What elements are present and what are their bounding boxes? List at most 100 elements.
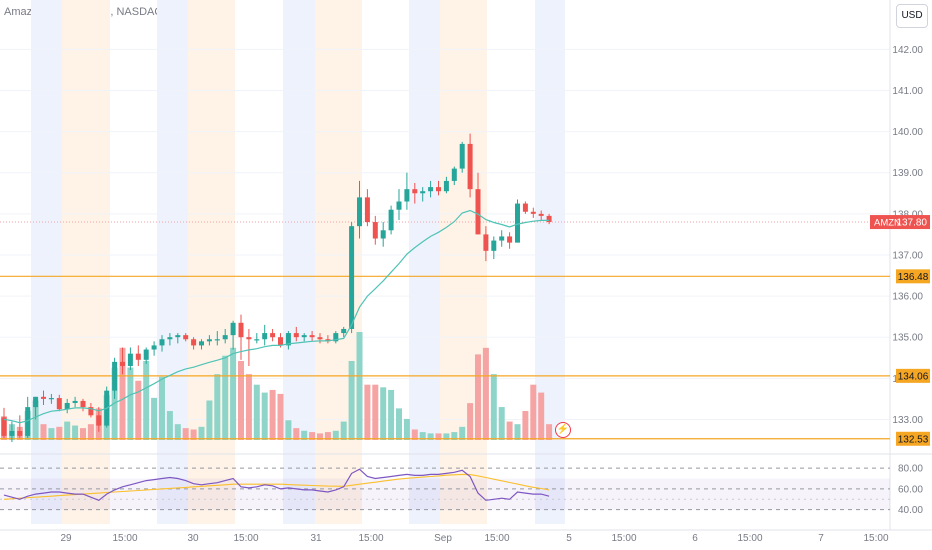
volume-bar <box>245 374 252 440</box>
volume-bar <box>546 424 553 440</box>
candle-body <box>475 189 481 235</box>
candle-body <box>112 361 118 391</box>
candle-body <box>159 339 165 346</box>
volume-bar <box>253 384 260 440</box>
session-band <box>31 0 62 524</box>
time-tick-label: Sep <box>434 533 452 544</box>
candle-body <box>412 189 418 194</box>
candle-body <box>222 335 228 340</box>
horizontal-levels <box>0 221 890 440</box>
candle-body <box>9 430 15 436</box>
candle-body <box>199 341 204 346</box>
volume-bar <box>222 355 229 440</box>
candle-body <box>325 339 331 342</box>
candle-body <box>17 430 23 436</box>
last-price-value: 137.80 <box>896 218 927 229</box>
level-price-tag <box>896 269 930 284</box>
volume-bar <box>435 433 442 440</box>
volume-bar <box>443 433 450 440</box>
time-tick-label: 7 <box>818 533 824 544</box>
time-tick-label: 30 <box>187 533 199 544</box>
volume-bar <box>411 429 418 440</box>
volume-bar <box>238 360 244 440</box>
volume-bar <box>332 430 339 440</box>
last-price-tag <box>870 215 930 230</box>
lightning-icon[interactable]: ⚡ <box>555 422 571 438</box>
last-price-symbol: AMZN <box>874 218 901 229</box>
currency-button[interactable]: USD <box>896 4 928 28</box>
volume-bar <box>356 332 363 440</box>
candle-body <box>357 197 362 227</box>
level-price-tag-label: 134.06 <box>898 371 929 382</box>
volume-bar <box>514 424 521 440</box>
session-band <box>315 0 362 524</box>
volume-bar <box>459 426 466 440</box>
candle-body <box>293 333 299 338</box>
price-tick-label: 140.00 <box>892 127 923 138</box>
candle-body <box>230 322 236 336</box>
price-tick-label: 141.00 <box>892 86 923 97</box>
time-tick-label: 15:00 <box>611 533 636 544</box>
candle-body <box>491 240 497 251</box>
volume-bar <box>317 433 323 440</box>
candle-body <box>546 215 552 223</box>
volume-bar <box>119 347 126 440</box>
volume-bar <box>143 360 150 440</box>
rsi-ma-line <box>3 473 550 500</box>
candle-body <box>333 333 339 342</box>
candle-body <box>451 168 457 181</box>
level-price-tag-label: 136.48 <box>898 272 929 283</box>
candle-body <box>349 226 355 329</box>
candle-body <box>135 353 141 360</box>
candle-body <box>254 339 260 341</box>
session-band <box>62 0 110 524</box>
volume-bar <box>206 400 213 440</box>
candle-body <box>120 361 125 366</box>
volume-bar <box>285 420 292 440</box>
rsi-line <box>3 468 550 501</box>
price-tick-label: 135.00 <box>892 333 923 344</box>
session-band <box>440 0 487 524</box>
candle-body <box>88 407 94 416</box>
volume-bar <box>190 429 197 440</box>
candle-body <box>191 339 197 346</box>
candle-body <box>96 415 102 426</box>
volume-bar <box>64 421 71 440</box>
candle-body <box>428 187 434 192</box>
volume-bar <box>182 428 189 440</box>
candle-body <box>33 396 39 408</box>
volume-bar <box>87 424 94 440</box>
volume-bar <box>388 389 395 440</box>
session-bands <box>31 0 565 524</box>
candle-body <box>443 180 449 192</box>
rsi-band <box>0 478 890 510</box>
level-price-tag <box>896 368 930 383</box>
volume-bar <box>261 392 268 440</box>
candle-body <box>483 234 489 251</box>
level-price-tag <box>896 431 930 446</box>
volume-bar <box>396 408 402 440</box>
candle-body <box>436 187 441 192</box>
candle-body <box>167 337 173 340</box>
ema-line <box>3 209 550 424</box>
candle-body <box>72 400 78 403</box>
candle-body <box>41 396 46 399</box>
candle-body <box>80 400 86 408</box>
price-tick-label: 139.00 <box>892 168 923 179</box>
session-band <box>409 0 440 524</box>
volume-bar <box>40 424 47 440</box>
volume-bar <box>111 367 118 440</box>
volume-bar <box>475 354 481 440</box>
candle-body <box>467 143 473 190</box>
price-tick-label: 133.00 <box>892 415 923 426</box>
volume-bar <box>301 430 308 440</box>
volume-bar <box>56 426 63 440</box>
volume-bar <box>151 397 158 440</box>
candle-body <box>278 337 283 346</box>
volume-bar <box>32 400 39 440</box>
candle-body <box>151 345 157 350</box>
candle-body <box>317 337 323 340</box>
volume-bar <box>372 384 379 440</box>
candle-body <box>214 339 220 341</box>
